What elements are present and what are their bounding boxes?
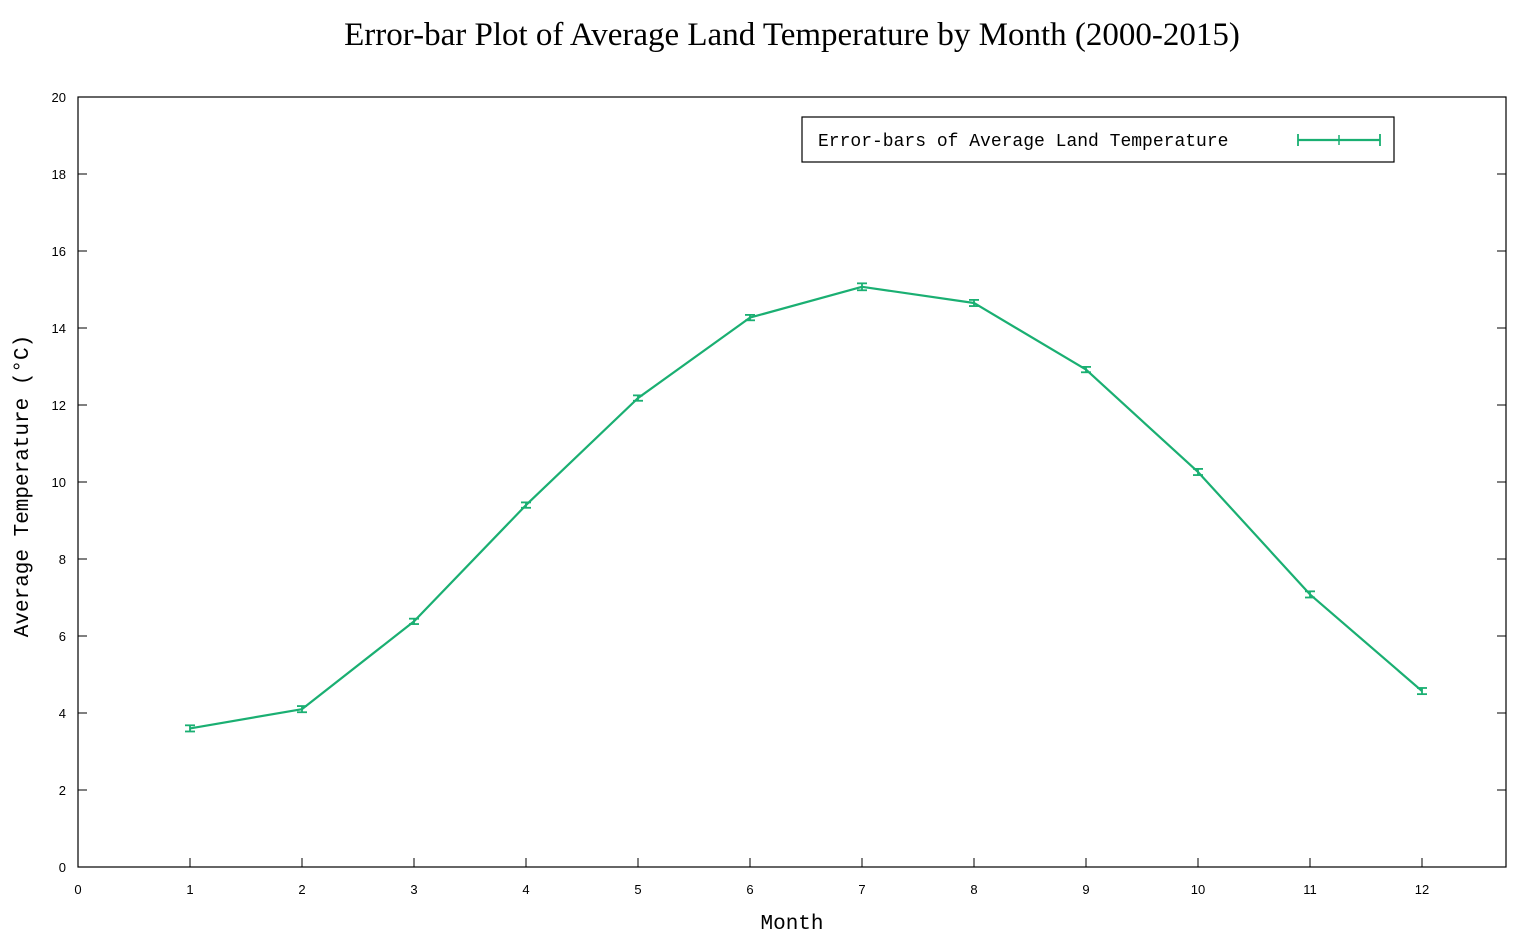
x-tick-label: 8 — [970, 882, 977, 897]
y-tick-label: 10 — [52, 475, 66, 490]
y-tick-label: 6 — [59, 629, 66, 644]
x-tick-label: 9 — [1082, 882, 1089, 897]
series-line — [189, 285, 1423, 730]
x-tick-label: 10 — [1191, 882, 1205, 897]
legend-entry-sample — [1297, 134, 1381, 146]
error-bar-month-4 — [521, 501, 531, 509]
x-tick-label: 1 — [186, 882, 193, 897]
x-tick-label: 4 — [522, 882, 529, 897]
legend-box — [801, 116, 1395, 163]
y-tick-label: 4 — [59, 706, 66, 721]
error-bar-month-1 — [185, 724, 195, 733]
error-bar-month-5 — [633, 394, 643, 402]
y-tick-label: 8 — [59, 552, 66, 567]
y-tick-label: 12 — [52, 398, 66, 413]
y-tick-label: 14 — [52, 321, 66, 336]
error-bar-month-9 — [1081, 365, 1091, 374]
chart-title: Error-bar Plot of Average Land Temperatu… — [344, 17, 1240, 53]
x-tick-label: 5 — [634, 882, 641, 897]
y-tick-label: 20 — [52, 90, 66, 105]
error-bar-month-7 — [857, 282, 867, 292]
y-tick-label: 2 — [59, 783, 66, 798]
y-axis-ticks: 0 2 4 6 8 10 12 14 16 18 20 — [52, 90, 1506, 875]
x-tick-label: 11 — [1303, 882, 1317, 897]
x-tick-label: 2 — [298, 882, 305, 897]
y-tick-label: 16 — [52, 244, 66, 259]
y-tick-label: 18 — [52, 167, 66, 182]
error-bar-month-12 — [1417, 687, 1427, 696]
series-layer — [185, 282, 1427, 733]
x-tick-label: 3 — [410, 882, 417, 897]
error-bar-month-10 — [1193, 468, 1203, 476]
x-axis-label: Month — [760, 913, 823, 936]
x-axis-ticks: 0 1 2 3 4 5 6 7 8 9 10 11 12 — [74, 858, 1429, 897]
legend: Error-bars of Average Land Temperature — [801, 116, 1395, 163]
error-bar-month-2 — [297, 705, 307, 714]
y-tick-label: 0 — [59, 860, 66, 875]
error-bar-month-8 — [969, 298, 979, 307]
x-tick-label: 6 — [746, 882, 753, 897]
error-bar-month-6 — [745, 314, 755, 322]
x-tick-label: 0 — [74, 882, 81, 897]
x-tick-label: 12 — [1415, 882, 1429, 897]
y-axis-label: Average Temperature (°C) — [12, 335, 35, 637]
error-bar-month-11 — [1305, 590, 1315, 599]
legend-entry-label: Error-bars of Average Land Temperature — [818, 132, 1228, 152]
x-tick-label: 7 — [858, 882, 865, 897]
error-bar-month-3 — [409, 617, 419, 625]
